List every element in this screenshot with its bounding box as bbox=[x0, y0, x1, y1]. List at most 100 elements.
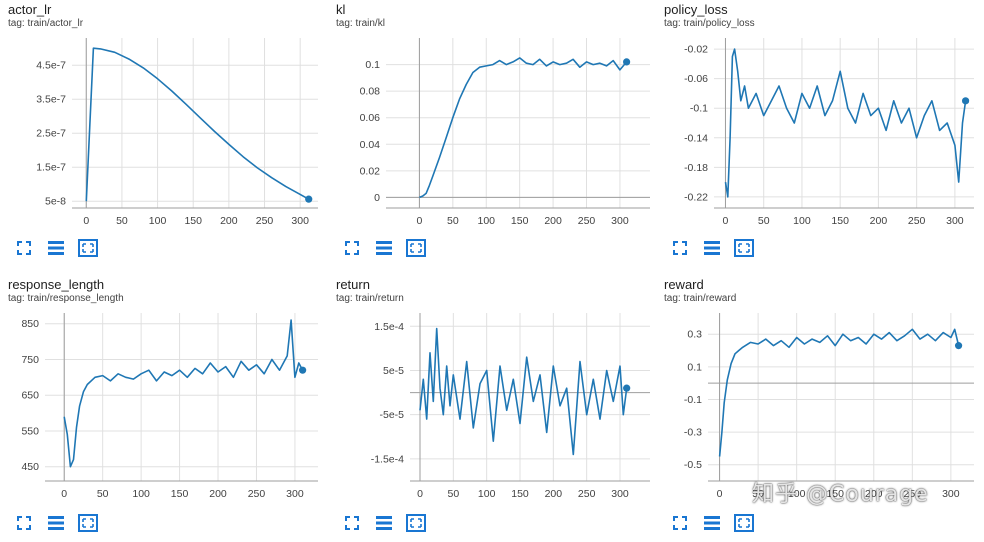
fit-domain-icon[interactable] bbox=[78, 238, 98, 258]
x-tick-label: 0 bbox=[61, 488, 67, 500]
data-table-icon[interactable] bbox=[374, 238, 394, 258]
y-tick-label: 0.06 bbox=[360, 112, 381, 124]
fit-domain-icon[interactable] bbox=[734, 513, 754, 533]
y-tick-label: 550 bbox=[21, 425, 39, 437]
chart-toolbar bbox=[670, 513, 754, 533]
chart-plot: -0.22 -0.18 -0.14 -0.1 -0.06 -0.02 0 50 100 150 20… bbox=[684, 38, 974, 227]
x-tick-label: 150 bbox=[511, 488, 529, 500]
chart-title: kl bbox=[336, 2, 346, 17]
chart-plot: 0 0.02 0.04 0.06 0.08 0.1 0 50 100 150 200 250 300 bbox=[360, 38, 650, 227]
data-table-icon[interactable] bbox=[702, 513, 722, 533]
chart-plot: 5e-8 1.5e-7 2.5e-7 3.5e-7 4.5e-7 0 50 100 150 200… bbox=[36, 38, 318, 227]
fullscreen-icon[interactable] bbox=[342, 513, 362, 533]
y-tick-label: 0.04 bbox=[360, 139, 381, 151]
chart-title: return bbox=[336, 277, 370, 292]
x-tick-label: 200 bbox=[544, 215, 562, 227]
x-tick-label: 150 bbox=[826, 488, 844, 500]
y-tick-label: 0.02 bbox=[360, 165, 381, 177]
y-tick-label: -0.14 bbox=[684, 132, 708, 144]
chart-card-reward: reward tag: train/reward -0.5 -0.3 -0.1 0.1… bbox=[656, 275, 984, 542]
x-tick-label: 250 bbox=[904, 488, 922, 500]
x-tick-label: 300 bbox=[291, 215, 309, 227]
chart-toolbar bbox=[670, 238, 754, 258]
y-tick-label: 650 bbox=[21, 390, 39, 402]
x-tick-label: 100 bbox=[788, 488, 806, 500]
data-table-icon[interactable] bbox=[702, 238, 722, 258]
x-tick-label: 100 bbox=[132, 488, 150, 500]
chart-plot: 450 550 650 750 850 0 50 100 150 200 250 300 bbox=[21, 313, 318, 500]
y-tick-label: -1.5e-4 bbox=[371, 453, 404, 465]
chart-tag: tag: train/kl bbox=[336, 18, 385, 29]
fullscreen-icon[interactable] bbox=[14, 238, 34, 258]
y-tick-label: 0 bbox=[374, 192, 380, 204]
chart-card-return: return tag: train/return -1.5e-4 -5e-5 5e-… bbox=[328, 275, 656, 542]
chart-toolbar bbox=[342, 238, 426, 258]
y-tick-label: 0.1 bbox=[365, 59, 380, 71]
fit-domain-icon[interactable] bbox=[406, 238, 426, 258]
x-tick-label: 0 bbox=[83, 215, 89, 227]
x-tick-label: 150 bbox=[831, 215, 849, 227]
x-tick-label: 0 bbox=[416, 215, 422, 227]
series-line bbox=[419, 57, 628, 199]
series-end-point bbox=[299, 366, 307, 374]
fullscreen-icon[interactable] bbox=[14, 513, 34, 533]
fit-domain-icon[interactable] bbox=[734, 238, 754, 258]
chart-tag: tag: train/return bbox=[336, 293, 404, 304]
chart-title: response_length bbox=[8, 277, 105, 292]
y-tick-label: -0.06 bbox=[684, 73, 708, 85]
x-tick-label: 100 bbox=[477, 215, 495, 227]
x-tick-label: 300 bbox=[942, 488, 960, 500]
y-tick-label: 4.5e-7 bbox=[36, 60, 66, 72]
y-tick-label: -0.5 bbox=[684, 459, 702, 471]
x-tick-label: 50 bbox=[97, 488, 109, 500]
y-tick-label: 450 bbox=[21, 461, 39, 473]
y-tick-label: 3.5e-7 bbox=[36, 94, 66, 106]
y-tick-label: -0.02 bbox=[684, 44, 708, 56]
fit-domain-icon[interactable] bbox=[406, 513, 426, 533]
y-tick-label: 850 bbox=[21, 318, 39, 330]
x-tick-label: 50 bbox=[752, 488, 764, 500]
chart-tag: tag: train/policy_loss bbox=[664, 18, 755, 29]
x-tick-label: 300 bbox=[611, 488, 629, 500]
series-line bbox=[419, 327, 628, 456]
x-tick-label: 250 bbox=[578, 215, 596, 227]
x-tick-label: 150 bbox=[171, 488, 189, 500]
fullscreen-icon[interactable] bbox=[342, 238, 362, 258]
x-tick-label: 200 bbox=[220, 215, 238, 227]
y-tick-label: -0.3 bbox=[684, 427, 702, 439]
x-tick-label: 250 bbox=[248, 488, 266, 500]
series-end-point bbox=[954, 342, 963, 350]
y-tick-label: 0.1 bbox=[687, 361, 702, 373]
x-tick-label: 50 bbox=[447, 488, 459, 500]
x-tick-label: 0 bbox=[717, 488, 723, 500]
fullscreen-icon[interactable] bbox=[670, 513, 690, 533]
fit-domain-icon[interactable] bbox=[78, 513, 98, 533]
x-tick-label: 50 bbox=[758, 215, 770, 227]
fullscreen-icon[interactable] bbox=[670, 238, 690, 258]
y-tick-label: -5e-5 bbox=[379, 409, 404, 421]
x-tick-label: 150 bbox=[184, 215, 202, 227]
series-end-point bbox=[305, 195, 313, 203]
y-tick-label: 5e-5 bbox=[383, 365, 404, 377]
data-table-icon[interactable] bbox=[46, 238, 66, 258]
chart-tag: tag: train/actor_lr bbox=[8, 18, 84, 29]
chart-card-policy-loss: policy_loss tag: train/policy_loss -0.22… bbox=[656, 0, 984, 267]
x-tick-label: 100 bbox=[149, 215, 167, 227]
chart-title: actor_lr bbox=[8, 2, 52, 17]
chart-tag: tag: train/reward bbox=[664, 293, 737, 304]
y-tick-label: 750 bbox=[21, 354, 39, 366]
data-table-icon[interactable] bbox=[46, 513, 66, 533]
y-tick-label: 1.5e-7 bbox=[36, 162, 66, 174]
watermark: 知乎 @Courage bbox=[752, 482, 929, 507]
x-tick-label: 300 bbox=[611, 215, 629, 227]
series-end-point bbox=[623, 58, 631, 66]
chart-plot: -0.5 -0.3 -0.1 0.1 0.3 0 50 100 150 200 250 300 bbox=[684, 313, 974, 500]
x-tick-label: 0 bbox=[417, 488, 423, 500]
chart-title: policy_loss bbox=[664, 2, 728, 17]
y-tick-label: -0.1 bbox=[690, 103, 708, 115]
x-tick-label: 300 bbox=[946, 215, 964, 227]
y-tick-label: 1.5e-4 bbox=[374, 321, 404, 333]
x-tick-label: 50 bbox=[116, 215, 128, 227]
x-tick-label: 250 bbox=[908, 215, 926, 227]
data-table-icon[interactable] bbox=[374, 513, 394, 533]
